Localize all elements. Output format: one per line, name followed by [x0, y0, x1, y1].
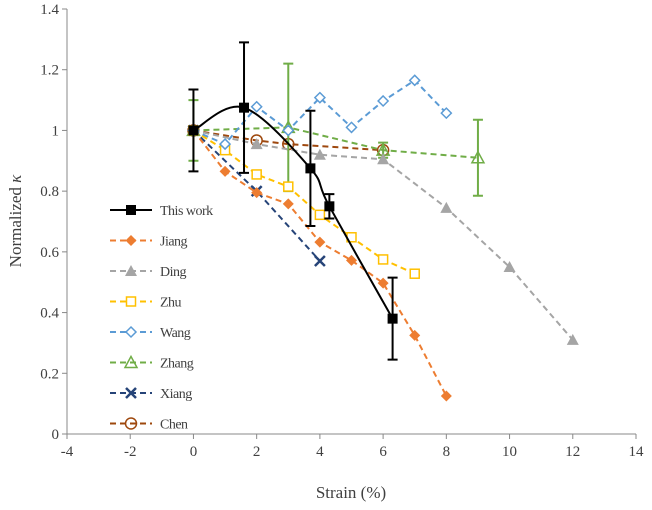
data-point	[440, 201, 453, 213]
x-tick-label: -2	[124, 444, 137, 460]
data-point	[239, 102, 250, 113]
x-tick-label: 2	[253, 444, 261, 460]
legend-marker	[123, 354, 139, 369]
data-point	[282, 124, 295, 137]
data-point	[282, 198, 294, 210]
legend-item: Wang	[110, 325, 191, 341]
error-bar	[472, 118, 483, 197]
legend-marker	[126, 205, 136, 215]
series-zhang	[186, 62, 486, 197]
data-point	[313, 91, 326, 104]
legend-item: This work	[110, 204, 214, 219]
data-point	[324, 201, 335, 212]
data-point	[377, 94, 390, 108]
series-line	[192, 129, 321, 262]
data-point	[250, 100, 263, 113]
x-tick-label: 8	[443, 444, 451, 460]
data-point	[251, 169, 262, 180]
legend-label: Zhang	[160, 357, 194, 372]
series-line	[192, 129, 416, 275]
data-point	[346, 254, 357, 266]
legend-label: Jiang	[160, 235, 188, 250]
data-point	[409, 329, 421, 341]
x-tick-label: 10	[502, 444, 517, 460]
y-tick-label: 1.4	[40, 2, 59, 18]
series-zhu	[188, 125, 420, 279]
data-point	[313, 148, 326, 160]
data-point	[251, 187, 263, 199]
x-axis-label: Strain (%)	[316, 483, 386, 502]
data-point	[377, 153, 390, 165]
legend-label: Wang	[160, 326, 191, 341]
series-ding	[187, 124, 579, 345]
data-point	[377, 277, 389, 289]
data-point	[314, 209, 326, 221]
data-point	[387, 313, 398, 324]
data-point	[503, 261, 516, 273]
y-tick-label: 1	[52, 123, 60, 139]
legend-label: Chen	[160, 418, 188, 433]
legend-label: Zhu	[160, 296, 182, 311]
legend-label: Xiang	[160, 387, 192, 402]
data-point	[305, 163, 316, 174]
legend-marker	[125, 387, 137, 399]
legend-label: This work	[160, 204, 213, 219]
legend-item: Chen	[110, 417, 189, 433]
legend-marker	[125, 265, 137, 276]
data-point	[314, 255, 326, 267]
x-tick-label: 4	[316, 444, 324, 460]
legend-marker	[124, 417, 138, 430]
data-point	[250, 138, 263, 150]
legend-item: Xiang	[110, 387, 193, 402]
y-tick-label: 0	[52, 427, 60, 443]
data-point	[440, 107, 453, 120]
legend-marker	[125, 296, 137, 307]
y-tick-label: 0.6	[40, 245, 59, 261]
data-point	[408, 74, 421, 87]
data-point	[219, 165, 231, 177]
data-point	[440, 390, 452, 402]
data-point	[188, 125, 199, 136]
series-line	[192, 105, 394, 320]
y-tick-label: 0.2	[40, 366, 59, 382]
legend-item: Jiang	[110, 235, 188, 250]
data-point	[218, 138, 232, 151]
data-point	[314, 236, 326, 248]
series-jiang	[187, 124, 452, 402]
series-line	[193, 129, 384, 152]
data-point	[283, 181, 294, 192]
data-point	[566, 333, 579, 345]
data-point	[470, 150, 486, 164]
y-tick-label: 0.8	[40, 184, 59, 200]
legend-marker	[124, 325, 138, 339]
legend-item: Ding	[110, 265, 187, 280]
legend-item: Zhang	[110, 354, 194, 372]
series-line	[192, 129, 448, 397]
series-this-work	[188, 41, 398, 361]
data-point	[409, 268, 420, 279]
legend-marker	[125, 235, 137, 246]
x-tick-label: -4	[61, 444, 74, 460]
data-point	[345, 121, 358, 134]
x-tick-label: 0	[190, 444, 198, 460]
y-axis-label: Normalized κ	[6, 174, 25, 268]
x-tick-label: 14	[629, 444, 645, 460]
y-tick-label: 1.2	[40, 63, 59, 79]
legend-label: Ding	[160, 265, 187, 280]
x-tick-label: 6	[379, 444, 387, 460]
x-tick-label: 12	[565, 444, 580, 460]
series-line	[193, 126, 479, 159]
data-point	[377, 254, 389, 265]
legend-item: Zhu	[110, 296, 182, 311]
y-tick-label: 0.4	[40, 306, 59, 322]
series-line	[193, 79, 448, 146]
